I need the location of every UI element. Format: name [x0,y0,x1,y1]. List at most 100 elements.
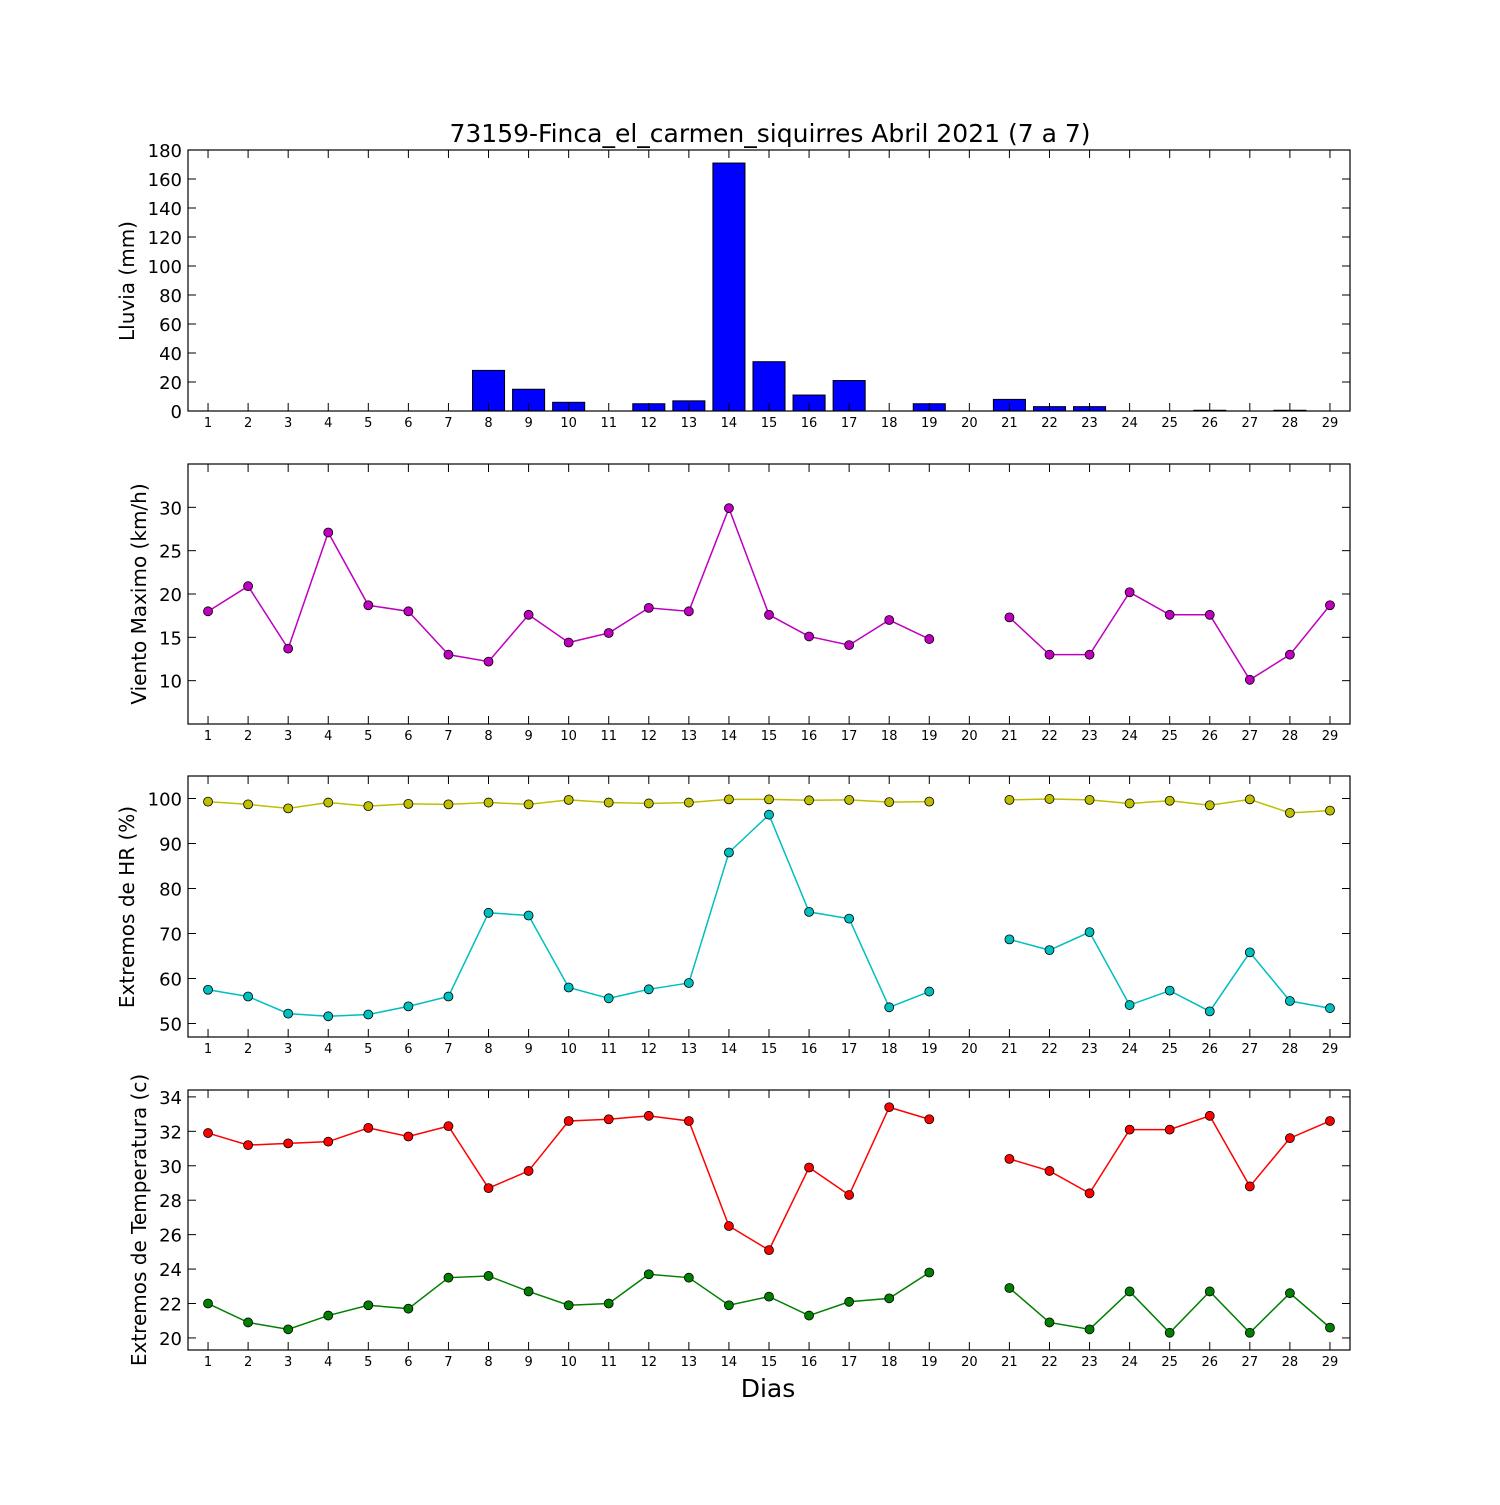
x-tick-label-rain: 13 [681,416,698,431]
x-tick-label-temperature: 14 [721,1355,738,1370]
point-temperature-max-day-15 [764,1245,774,1256]
point-humidity-max-day-10 [563,794,574,805]
x-tick-label-wind: 15 [761,729,778,744]
x-tick-label-humidity: 10 [560,1042,577,1057]
x-tick-label-humidity: 12 [641,1042,658,1057]
x-tick-label-humidity: 13 [681,1042,698,1057]
point-temperature-min-day-15 [764,1291,774,1302]
point-temperature-min-day-1 [203,1298,213,1309]
point-wind-series-day-6 [403,606,414,617]
point-wind-series-day-19 [924,634,935,644]
point-temperature-min-day-21 [1004,1283,1015,1293]
point-temperature-min-day-6 [403,1303,414,1314]
x-tick-label-wind: 14 [721,729,738,744]
x-tick-label-rain: 28 [1282,416,1299,431]
point-temperature-min-day-11 [603,1298,614,1309]
x-tick-label-humidity: 16 [801,1042,818,1057]
point-humidity-max-day-23 [1084,794,1095,805]
x-tick-label-temperature: 8 [484,1355,492,1370]
point-wind-series-day-17 [844,640,855,651]
point-temperature-min-day-7 [443,1272,454,1283]
point-humidity-max-day-15 [764,794,774,805]
point-temperature-max-day-5 [363,1122,374,1133]
point-humidity-max-day-25 [1164,795,1175,806]
x-tick-label-temperature: 17 [841,1355,858,1370]
x-tick-label-humidity: 6 [404,1042,412,1057]
point-temperature-min-day-13 [683,1272,694,1283]
point-wind-series-day-1 [203,606,213,617]
point-wind-series-day-25 [1164,609,1175,620]
x-tick-label-temperature: 21 [1001,1355,1018,1370]
point-wind-series-day-24 [1124,587,1135,598]
y-tick-label-rain: 80 [159,286,182,307]
point-humidity-min-day-13 [683,978,694,988]
point-humidity-max-day-21 [1004,794,1015,805]
x-tick-label-temperature: 10 [560,1355,577,1370]
x-tick-label-rain: 2 [244,416,252,431]
x-tick-label-rain: 7 [444,416,452,431]
x-tick-label-rain: 9 [524,416,532,431]
point-humidity-max-day-5 [363,801,374,812]
x-tick-label-wind: 4 [324,729,332,744]
x-tick-label-rain: 5 [364,416,372,431]
x-tick-label-rain: 14 [721,416,738,431]
x-tick-label-temperature: 22 [1041,1355,1058,1370]
point-wind-series-day-13 [683,606,694,617]
point-humidity-min-day-9 [523,910,534,921]
y-tick-label-rain: 140 [148,199,182,220]
line-temperature-min-segment-2 [1008,1287,1331,1334]
y-tick-label-rain: 40 [159,344,182,365]
point-temperature-min-day-22 [1044,1317,1055,1328]
x-tick-label-humidity: 22 [1041,1042,1058,1057]
point-temperature-min-day-29 [1325,1322,1335,1333]
x-tick-label-wind: 20 [961,729,978,744]
x-tick-label-rain: 12 [641,416,658,431]
x-tick-label-rain: 10 [560,416,577,431]
point-temperature-max-day-11 [603,1114,614,1125]
point-wind-series-day-14 [724,503,734,514]
y-axis-label-rain: Lluvia (mm) [115,221,139,341]
x-tick-label-temperature: 1 [204,1355,212,1370]
point-temperature-max-day-10 [563,1116,574,1126]
point-temperature-max-day-27 [1244,1181,1255,1192]
point-temperature-max-day-29 [1325,1116,1335,1126]
x-tick-label-temperature: 18 [881,1355,898,1370]
rain-panel: 73159-Finca_el_carmen_siquirres Abril 20… [115,119,1351,431]
x-tick-label-temperature: 5 [364,1355,372,1370]
x-tick-label-humidity: 1 [204,1042,212,1057]
point-temperature-max-day-4 [323,1136,334,1147]
y-tick-label-humidity: 70 [159,925,182,946]
point-humidity-min-day-22 [1044,945,1055,956]
x-tick-label-wind: 12 [641,729,658,744]
point-temperature-min-day-3 [283,1324,294,1335]
y-tick-label-rain: 60 [159,315,182,336]
x-tick-label-humidity: 25 [1161,1042,1178,1057]
point-wind-series-day-7 [443,649,454,660]
y-axis-label-wind: Viento Maximo (km/h) [127,483,151,704]
x-tick-label-wind: 16 [801,729,818,744]
point-temperature-min-day-18 [884,1293,895,1304]
point-humidity-min-day-27 [1244,947,1255,958]
x-tick-label-wind: 5 [364,729,372,744]
x-tick-label-wind: 18 [881,729,898,744]
x-tick-label-humidity: 21 [1001,1042,1018,1057]
point-wind-series-day-5 [363,600,374,611]
point-humidity-max-day-27 [1244,794,1255,805]
y-tick-label-rain: 20 [159,373,182,394]
point-humidity-max-day-12 [643,798,654,809]
x-tick-label-humidity: 18 [881,1042,898,1057]
point-wind-series-day-26 [1204,609,1215,620]
point-temperature-max-day-22 [1044,1166,1055,1176]
y-tick-label-wind: 30 [159,498,182,519]
point-humidity-max-day-6 [403,799,414,809]
y-tick-label-rain: 0 [171,402,182,423]
point-humidity-min-day-7 [443,991,454,1002]
x-tick-label-temperature: 16 [801,1355,818,1370]
point-humidity-min-day-8 [483,907,494,918]
point-humidity-max-day-17 [844,794,855,805]
point-temperature-max-day-1 [203,1128,213,1138]
x-tick-label-wind: 6 [404,729,412,744]
point-temperature-max-day-3 [283,1138,294,1149]
point-humidity-min-day-2 [243,991,254,1002]
point-humidity-min-day-19 [924,986,935,997]
